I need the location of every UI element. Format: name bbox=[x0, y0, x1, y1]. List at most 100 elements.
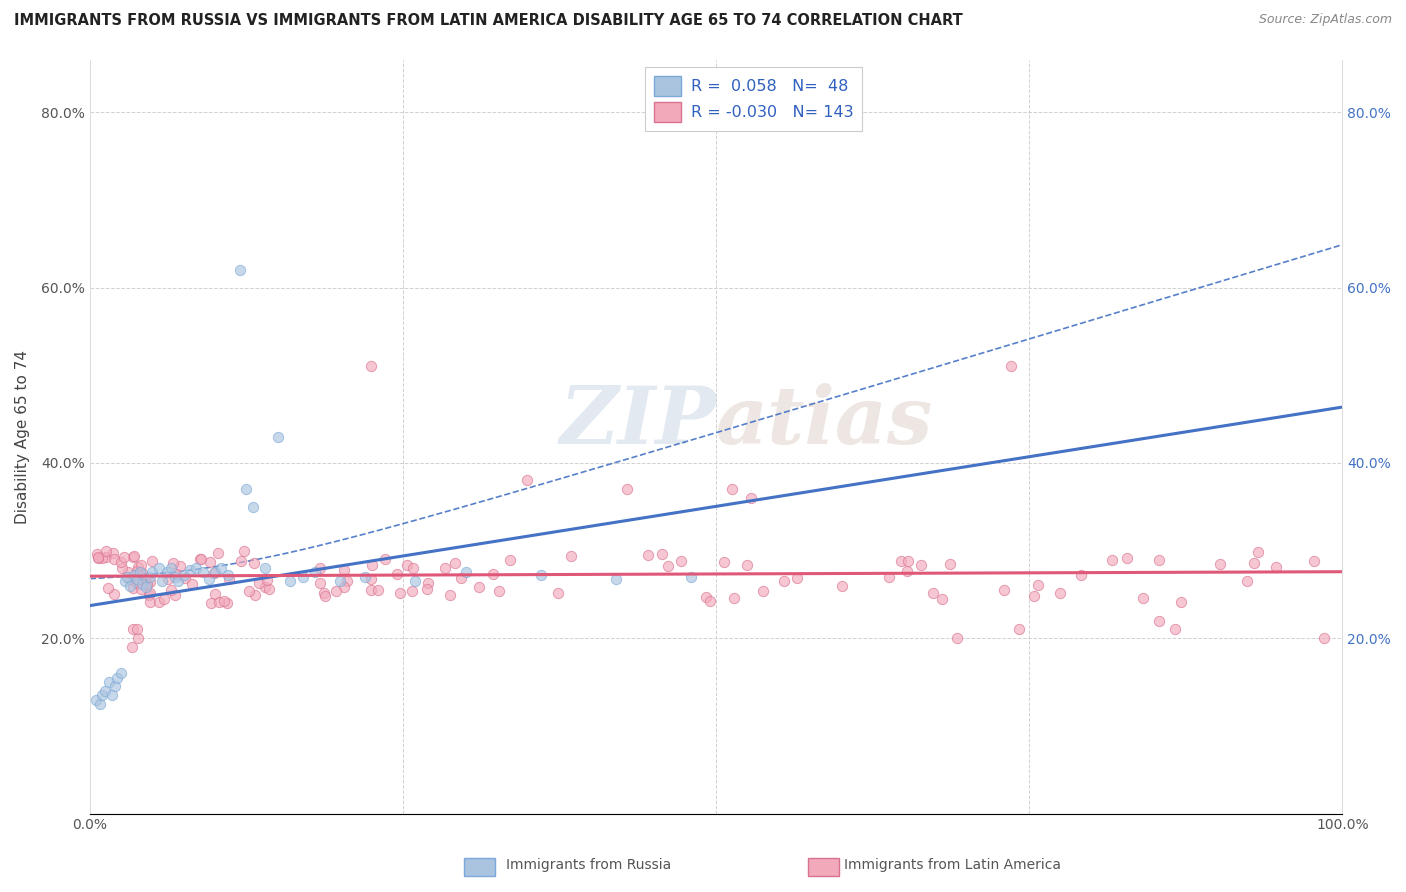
Point bbox=[481, 566, 503, 581]
Point bbox=[117, 570, 139, 584]
Point bbox=[361, 558, 384, 572]
Point bbox=[212, 594, 235, 608]
Point bbox=[84, 692, 107, 706]
Point bbox=[1302, 554, 1324, 568]
Text: Immigrants from Russia: Immigrants from Russia bbox=[506, 858, 672, 872]
Point bbox=[134, 571, 156, 585]
Point bbox=[208, 595, 231, 609]
Point bbox=[139, 595, 162, 609]
Point bbox=[169, 559, 191, 574]
Point bbox=[162, 556, 184, 570]
Point bbox=[360, 359, 382, 374]
Point bbox=[163, 588, 186, 602]
Point bbox=[530, 568, 553, 582]
Point bbox=[946, 631, 969, 645]
Point bbox=[118, 579, 141, 593]
Point bbox=[94, 683, 117, 698]
Point bbox=[207, 546, 229, 560]
Point bbox=[148, 595, 170, 609]
Text: atias: atias bbox=[716, 383, 934, 460]
Point bbox=[329, 574, 352, 589]
Point bbox=[181, 576, 204, 591]
Point bbox=[1246, 545, 1268, 559]
Point bbox=[97, 581, 120, 595]
Point bbox=[1147, 614, 1170, 628]
Point bbox=[232, 543, 254, 558]
Point bbox=[1022, 589, 1045, 603]
Point bbox=[138, 588, 160, 602]
Point bbox=[139, 570, 162, 584]
Point bbox=[129, 566, 152, 580]
Point bbox=[1265, 560, 1288, 574]
Point bbox=[235, 482, 257, 496]
Point bbox=[439, 588, 461, 602]
Point bbox=[695, 590, 717, 604]
Point bbox=[468, 580, 491, 594]
Point bbox=[136, 577, 159, 591]
Point bbox=[516, 474, 538, 488]
Point bbox=[217, 596, 239, 610]
Point bbox=[231, 554, 253, 568]
Point bbox=[127, 631, 149, 645]
Text: ZIP: ZIP bbox=[560, 383, 716, 460]
Point bbox=[218, 572, 240, 586]
Point bbox=[713, 555, 735, 569]
Point bbox=[179, 563, 201, 577]
Point bbox=[314, 590, 336, 604]
Point bbox=[679, 570, 702, 584]
Point bbox=[1163, 623, 1185, 637]
Point bbox=[897, 554, 920, 568]
Point bbox=[735, 558, 758, 573]
Point bbox=[309, 561, 332, 575]
Point bbox=[160, 582, 183, 597]
Point bbox=[336, 574, 359, 589]
Point bbox=[831, 579, 853, 593]
Point bbox=[616, 482, 638, 496]
Point bbox=[699, 594, 721, 608]
Point bbox=[360, 582, 382, 597]
Point bbox=[1070, 568, 1092, 582]
Point bbox=[752, 584, 775, 599]
Point bbox=[388, 585, 411, 599]
Point bbox=[416, 576, 439, 591]
Point bbox=[740, 491, 762, 505]
Point bbox=[243, 556, 266, 570]
Point bbox=[105, 671, 128, 685]
Point bbox=[247, 576, 270, 591]
Point bbox=[103, 587, 125, 601]
Point bbox=[188, 551, 211, 566]
Point bbox=[131, 577, 153, 591]
Point bbox=[547, 586, 569, 600]
Point bbox=[122, 549, 145, 563]
Point bbox=[91, 551, 114, 566]
Point bbox=[160, 561, 183, 575]
Point bbox=[157, 573, 180, 587]
Point bbox=[153, 592, 176, 607]
Point bbox=[131, 566, 153, 580]
Point bbox=[166, 574, 188, 589]
Point bbox=[1209, 557, 1232, 571]
Point bbox=[122, 582, 145, 596]
Text: Source: ZipAtlas.com: Source: ZipAtlas.com bbox=[1258, 13, 1392, 27]
Legend: R =  0.058   N=  48, R = -0.030   N= 143: R = 0.058 N= 48, R = -0.030 N= 143 bbox=[645, 67, 862, 131]
Point bbox=[103, 552, 125, 566]
Point bbox=[786, 571, 808, 585]
Point bbox=[367, 582, 389, 597]
Point bbox=[1101, 552, 1123, 566]
Point bbox=[104, 680, 127, 694]
Point bbox=[560, 549, 582, 564]
Point bbox=[721, 482, 744, 496]
Point bbox=[395, 558, 418, 572]
Point bbox=[1313, 631, 1336, 645]
Point bbox=[291, 570, 314, 584]
Point bbox=[135, 580, 157, 594]
Point bbox=[405, 574, 427, 589]
Point bbox=[125, 565, 148, 579]
Point bbox=[173, 571, 195, 585]
Point bbox=[637, 548, 659, 562]
Text: IMMIGRANTS FROM RUSSIA VS IMMIGRANTS FROM LATIN AMERICA DISABILITY AGE 65 TO 74 : IMMIGRANTS FROM RUSSIA VS IMMIGRANTS FRO… bbox=[14, 13, 963, 29]
Point bbox=[1147, 553, 1170, 567]
Point bbox=[1132, 591, 1154, 606]
Point bbox=[1008, 623, 1031, 637]
Point bbox=[385, 566, 408, 581]
